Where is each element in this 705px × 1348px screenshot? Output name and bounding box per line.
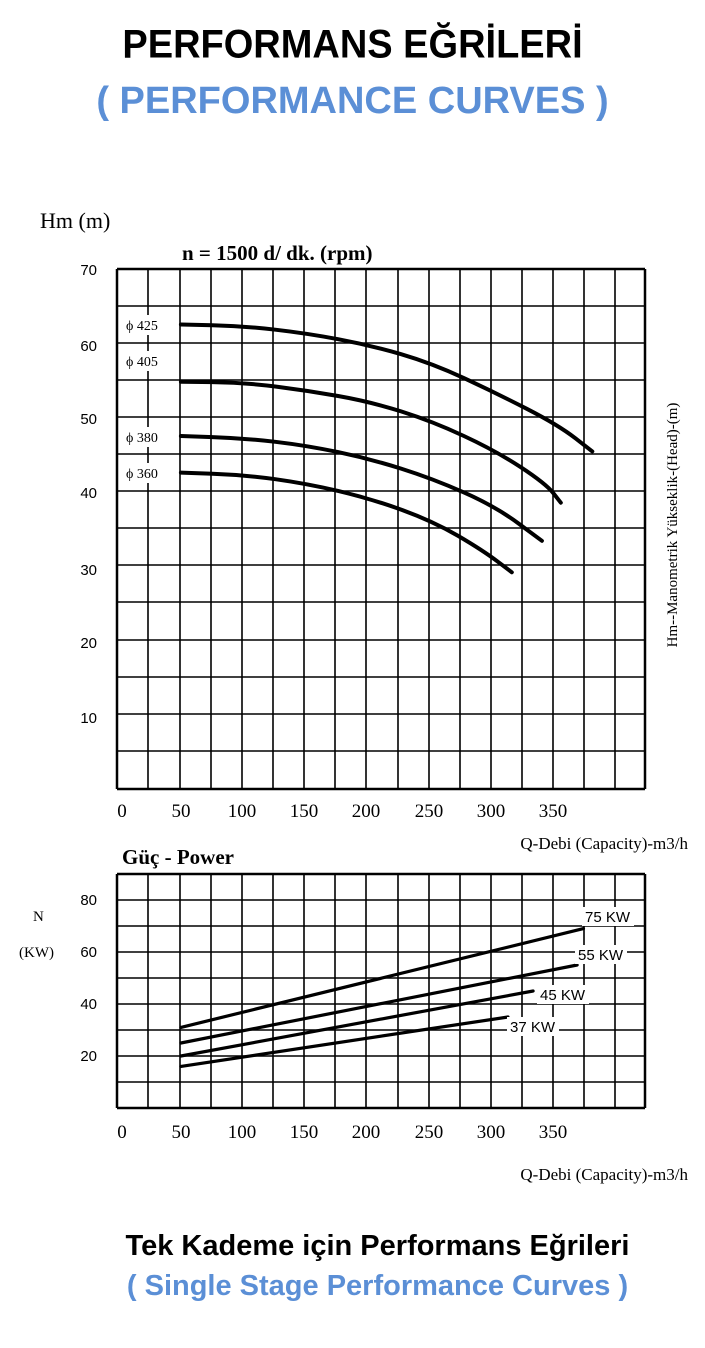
head-chart-title: n = 1500 d/ dk. (rpm): [182, 241, 373, 265]
x-tick-label: 250: [415, 1122, 444, 1143]
head-chart-series: ϕ 425 ϕ 405 ϕ 380 ϕ 360: [122, 315, 595, 575]
x-tick-label: 350: [539, 1122, 568, 1143]
x-tick-label: 300: [477, 1122, 506, 1143]
power-chart-ticks: 0 50 100 150 200 250 300 350 20 40 60 80: [80, 892, 567, 1143]
power-chart-grid: [115, 872, 647, 1110]
y-tick-label: 30: [80, 562, 97, 579]
series-label-bg: [122, 315, 176, 335]
series-label-bg: [537, 985, 589, 1004]
power-chart-ylabel-unit: (KW): [19, 945, 54, 961]
power-line-3: [179, 1015, 510, 1069]
power-line-1: [179, 963, 579, 1045]
x-tick-label: 50: [172, 1122, 191, 1143]
x-tick-label: 50: [172, 801, 191, 822]
y-tick-label: 60: [80, 338, 97, 355]
series-label-bg: [122, 427, 176, 447]
y-tick-label: 40: [80, 996, 97, 1013]
y-tick-label: 20: [80, 635, 97, 652]
head-curve-0: [178, 322, 595, 454]
y-tick-label: 10: [80, 710, 97, 727]
series-label-bg: [122, 463, 176, 483]
series-label: ϕ 360: [126, 467, 158, 482]
x-tick-label: 200: [352, 1122, 381, 1143]
series-label-bg: [582, 907, 634, 926]
power-line-2: [179, 989, 535, 1058]
head-chart-grid: [115, 267, 647, 791]
x-tick-label: 300: [477, 801, 506, 822]
head-chart-right-label: Hm--Manometrik Yükseklik-(Head)-(m): [665, 403, 681, 648]
x-tick-label: 100: [228, 801, 257, 822]
x-tick-label: 150: [290, 801, 319, 822]
series-label: 75 KW: [585, 909, 631, 926]
series-label: ϕ 405: [126, 355, 158, 370]
series-label: ϕ 425: [126, 319, 158, 334]
power-chart-series: 75 KW 55 KW 45 KW 37 KW: [179, 907, 634, 1069]
power-chart-ylabel: N: [33, 909, 44, 925]
series-label: ϕ 380: [126, 431, 158, 446]
head-chart-ticks: 0 50 100 150 200 250 300 350 10 20 30 40 50 60 70: [80, 262, 567, 822]
footer-subtitle: ( Single Stage Performance Curves ): [126, 1270, 629, 1302]
x-tick-label: 250: [415, 801, 444, 822]
y-tick-label: 70: [80, 262, 97, 279]
x-tick-label: 200: [352, 801, 381, 822]
head-curve-1: [178, 379, 563, 505]
x-tick-label: 100: [228, 1122, 257, 1143]
power-chart-xlabel: Q-Debi (Capacity)-m3/h: [520, 1165, 688, 1184]
series-label-bg: [122, 351, 176, 371]
series-label: 37 KW: [510, 1019, 556, 1036]
y-tick-label: 50: [80, 411, 97, 428]
y-tick-label: 60: [80, 944, 97, 961]
y-tick-label: 40: [80, 485, 97, 502]
x-tick-label: 350: [539, 801, 568, 822]
power-chart-title: Güç - Power: [122, 845, 234, 869]
series-label: 45 KW: [540, 987, 586, 1004]
page-title: PERFORMANS EĞRİLERİ: [122, 22, 583, 68]
y-tick-label: 80: [80, 892, 97, 909]
y-tick-label: 20: [80, 1048, 97, 1065]
x-tick-label: 0: [117, 1122, 127, 1143]
x-tick-label: 0: [117, 801, 127, 822]
series-label-bg: [575, 945, 627, 964]
series-label-bg: [507, 1017, 559, 1036]
head-curve-3: [178, 470, 514, 575]
footer-title: Tek Kademe için Performans Eğrileri: [125, 1230, 630, 1262]
x-tick-label: 150: [290, 1122, 319, 1143]
power-line-0: [179, 926, 586, 1030]
series-label: 55 KW: [578, 947, 624, 964]
head-chart-ylabel: Hm (m): [40, 208, 110, 233]
page-subtitle: ( PERFORMANCE CURVES ): [96, 80, 609, 122]
head-chart-xlabel: Q-Debi (Capacity)-m3/h: [520, 834, 688, 853]
head-curve-2: [178, 434, 544, 543]
